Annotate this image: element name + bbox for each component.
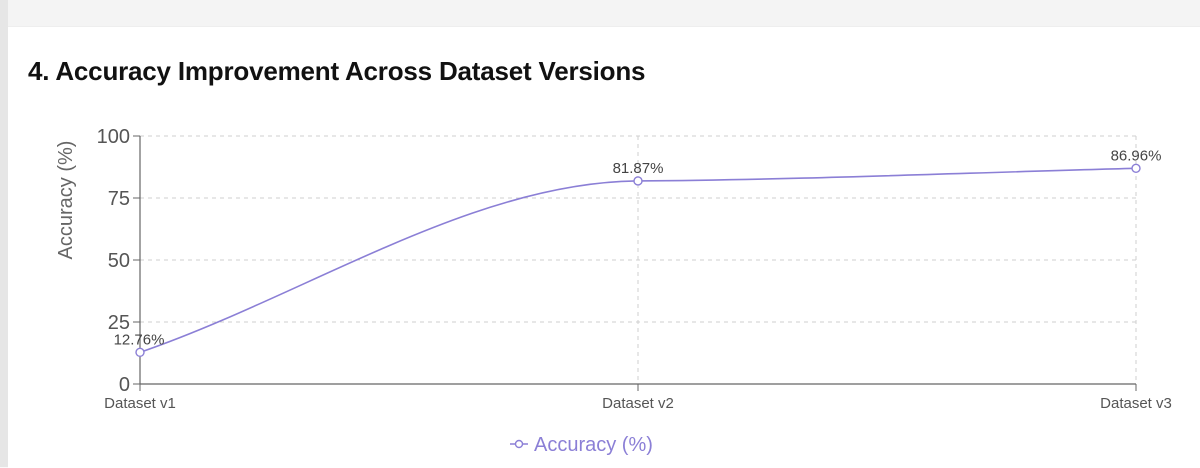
y-axis-label: Accuracy (%): [55, 141, 77, 260]
x-tick-label-3: Dataset v3: [1100, 395, 1172, 412]
data-point-1[interactable]: [135, 347, 145, 358]
chart-card: [8, 26, 1200, 468]
y-tick-label-50: 50: [108, 250, 130, 272]
left-rail: [0, 0, 8, 467]
y-tick-label-0: 0: [119, 374, 130, 396]
legend-point-marker: [514, 439, 524, 449]
data-label-1: 12.76%: [114, 331, 165, 348]
chart-title: 4. Accuracy Improvement Across Dataset V…: [28, 56, 646, 86]
data-point-3[interactable]: [1131, 163, 1141, 174]
legend-entry-accuracy[interactable]: Accuracy (%): [534, 434, 653, 456]
x-tick-label-2: Dataset v2: [602, 395, 674, 412]
data-label-2: 81.87%: [613, 160, 664, 177]
y-tick-label-25: 25: [108, 312, 130, 334]
y-tick-label-75: 75: [108, 188, 130, 210]
data-point-2[interactable]: [633, 176, 643, 186]
data-label-3: 86.96%: [1111, 147, 1162, 164]
x-tick-label-1: Dataset v1: [104, 395, 176, 412]
y-tick-label-100: 100: [97, 126, 130, 148]
